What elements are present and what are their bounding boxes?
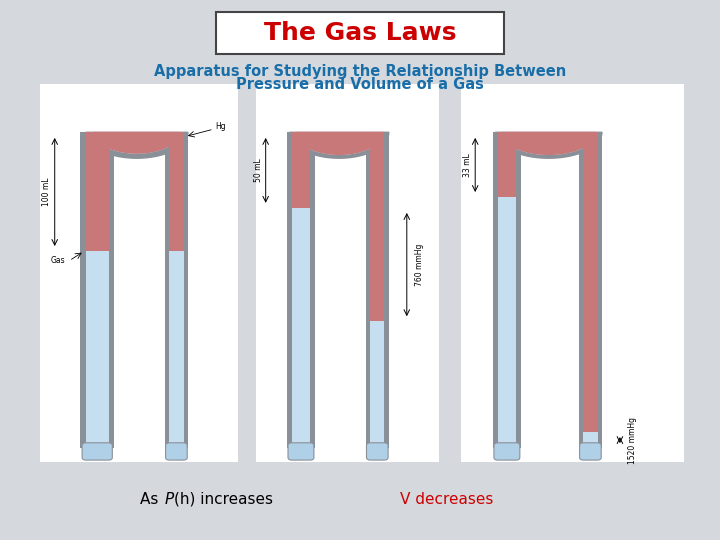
Text: Gas: Gas xyxy=(51,256,66,265)
Text: Pressure and Volume of a Gas: Pressure and Volume of a Gas xyxy=(236,77,484,92)
Text: As: As xyxy=(140,492,163,507)
Text: Hg: Hg xyxy=(215,123,226,131)
Bar xyxy=(287,132,315,448)
Bar xyxy=(370,132,384,447)
Bar xyxy=(370,132,384,321)
Text: (h) increases: (h) increases xyxy=(174,492,272,507)
Bar xyxy=(292,132,310,208)
Polygon shape xyxy=(502,132,595,154)
Text: 33 mL: 33 mL xyxy=(464,153,472,177)
Text: The Gas Laws: The Gas Laws xyxy=(264,21,456,45)
FancyBboxPatch shape xyxy=(40,84,238,462)
Polygon shape xyxy=(86,132,188,158)
Bar xyxy=(80,132,114,448)
Polygon shape xyxy=(289,132,389,158)
Text: V decreases: V decreases xyxy=(400,492,493,507)
Bar xyxy=(165,132,188,448)
Text: 50 mL: 50 mL xyxy=(254,158,263,182)
FancyBboxPatch shape xyxy=(494,443,520,460)
FancyBboxPatch shape xyxy=(166,443,187,460)
Bar xyxy=(498,132,516,197)
Bar xyxy=(583,132,598,432)
Bar xyxy=(86,132,109,447)
Polygon shape xyxy=(495,132,602,158)
Polygon shape xyxy=(296,132,382,154)
Text: 1520 mmHg: 1520 mmHg xyxy=(629,416,637,464)
Text: 760 mmHg: 760 mmHg xyxy=(415,244,424,286)
Bar xyxy=(498,132,516,447)
Polygon shape xyxy=(296,132,382,154)
Bar xyxy=(493,132,521,448)
Text: Apparatus for Studying the Relationship Between: Apparatus for Studying the Relationship … xyxy=(154,64,566,79)
FancyBboxPatch shape xyxy=(82,443,112,460)
Polygon shape xyxy=(94,132,179,153)
Polygon shape xyxy=(94,132,179,153)
Polygon shape xyxy=(502,132,595,154)
Bar xyxy=(169,132,184,251)
FancyBboxPatch shape xyxy=(288,443,314,460)
FancyBboxPatch shape xyxy=(461,84,684,462)
Bar xyxy=(579,132,602,448)
Bar xyxy=(169,132,184,447)
Bar xyxy=(583,132,598,447)
Text: 100 mL: 100 mL xyxy=(42,178,50,206)
Bar xyxy=(86,132,109,251)
Bar xyxy=(366,132,389,448)
Text: P: P xyxy=(164,492,174,507)
FancyBboxPatch shape xyxy=(216,12,504,54)
FancyBboxPatch shape xyxy=(256,84,439,462)
Bar xyxy=(292,132,310,447)
FancyBboxPatch shape xyxy=(580,443,601,460)
FancyBboxPatch shape xyxy=(366,443,388,460)
